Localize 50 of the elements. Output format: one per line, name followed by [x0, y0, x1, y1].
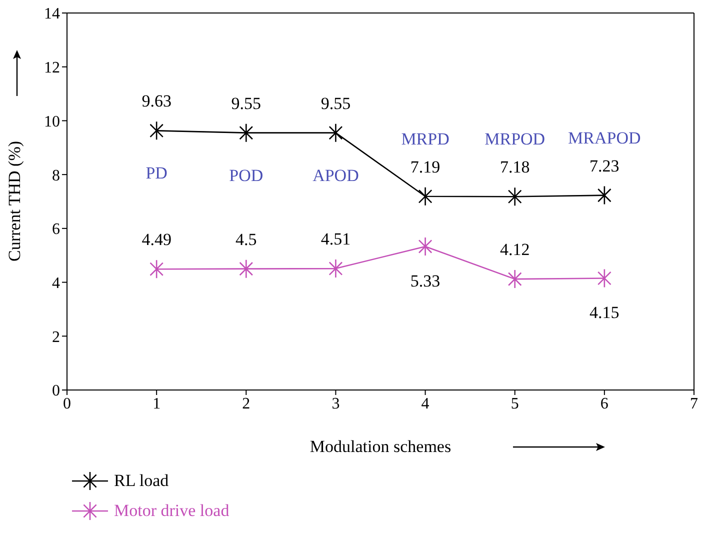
point: [150, 259, 164, 279]
legend-label: RL load: [114, 471, 169, 491]
y-tick-label: 14: [44, 6, 60, 23]
data-label: 5.33: [410, 271, 440, 290]
data-label: 4.12: [500, 240, 530, 260]
point: [239, 259, 254, 278]
y-tick-label: 2: [52, 328, 60, 346]
data-label: 9.63: [142, 92, 172, 111]
x-axis-title: Modulation schemes: [310, 437, 452, 456]
x-tick-label: 4: [421, 395, 430, 412]
data-label: 9.55: [320, 94, 351, 113]
y-tick-label: 10: [44, 113, 60, 130]
point: [508, 269, 522, 289]
point: [239, 123, 254, 142]
y-tick-label: 4: [52, 274, 60, 292]
data-label: 4.51: [320, 230, 351, 249]
data-label: 4.5: [236, 230, 257, 249]
data-label: 9.55: [231, 94, 262, 113]
data-label: 7.18: [500, 158, 530, 177]
annotation: MRPD: [401, 129, 450, 148]
annotation: PD: [146, 164, 168, 183]
point: [508, 187, 522, 206]
annotation: POD: [229, 166, 264, 185]
point: [418, 236, 432, 256]
y-tick-label: 12: [44, 60, 60, 77]
annotation: APOD: [312, 166, 359, 185]
data-label: 7.19: [410, 157, 440, 176]
x-tick-label: 7: [690, 395, 698, 412]
data-label: 7.23: [590, 156, 620, 176]
annotation: MRPOD: [484, 130, 546, 149]
y-tick-label: 0: [52, 382, 60, 400]
annotation: MRAPOD: [568, 128, 641, 148]
point: [418, 186, 432, 206]
data-label: 4.49: [142, 230, 172, 250]
y-tick-label: 6: [52, 221, 60, 238]
x-tick-label: 3: [332, 395, 340, 412]
point: [328, 258, 343, 278]
x-tick-label: 6: [600, 395, 608, 412]
point: [150, 121, 164, 140]
x-tick-label: 5: [510, 395, 519, 412]
x-tick-label: 2: [242, 395, 250, 412]
legend-label: Motor drive load: [114, 501, 230, 521]
y-tick-label: 8: [52, 167, 60, 184]
point: [328, 123, 343, 142]
point: [597, 268, 612, 288]
data-label: 4.15: [590, 303, 620, 322]
point: [597, 186, 612, 205]
x-tick-label: 1: [152, 395, 161, 412]
x-tick-label: 0: [63, 395, 71, 412]
y-axis-title: Current THD (%): [5, 140, 24, 262]
